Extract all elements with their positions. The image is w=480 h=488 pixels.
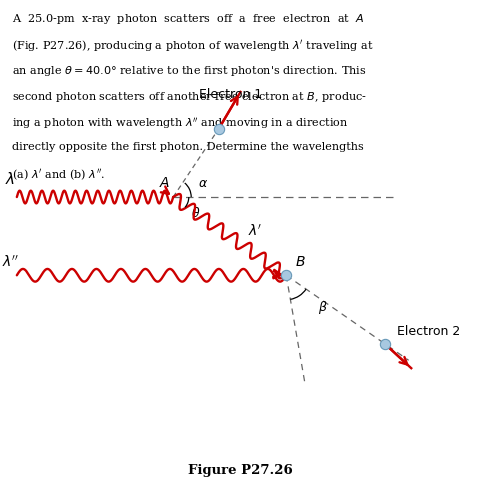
Text: second photon scatters off another free electron at $B$, produc-: second photon scatters off another free … — [12, 90, 366, 104]
Text: an angle $\theta = 40.0°$ relative to the first photon's direction. This: an angle $\theta = 40.0°$ relative to th… — [12, 64, 366, 78]
Text: A  25.0-pm  x-ray  photon  scatters  off  a  free  electron  at  $A$: A 25.0-pm x-ray photon scatters off a fr… — [12, 12, 364, 26]
Point — [215, 125, 222, 133]
Text: (Fig. P27.26), producing a photon of wavelength $\lambda'$ traveling at: (Fig. P27.26), producing a photon of wav… — [12, 38, 373, 53]
Text: $\lambda$: $\lambda$ — [5, 171, 15, 187]
Text: $\lambda'$: $\lambda'$ — [248, 223, 262, 238]
Text: $B$: $B$ — [294, 254, 305, 268]
Text: Figure P27.26: Figure P27.26 — [188, 463, 292, 476]
Text: directly opposite the first photon. Determine the wavelengths: directly opposite the first photon. Dete… — [12, 142, 363, 151]
Point — [380, 340, 388, 348]
Text: $\beta$: $\beta$ — [318, 299, 327, 316]
Text: $\alpha$: $\alpha$ — [198, 177, 208, 190]
Text: Electron 2: Electron 2 — [396, 325, 459, 337]
Text: $A$: $A$ — [158, 176, 169, 190]
Point — [282, 272, 289, 280]
Text: Electron 1: Electron 1 — [199, 88, 262, 101]
Text: $\theta$: $\theta$ — [191, 205, 201, 219]
Text: (a) $\lambda'$ and (b) $\lambda''$.: (a) $\lambda'$ and (b) $\lambda''$. — [12, 167, 105, 182]
Text: $\lambda''$: $\lambda''$ — [2, 255, 20, 270]
Text: ing a photon with wavelength $\lambda''$ and moving in a direction: ing a photon with wavelength $\lambda''$… — [12, 116, 348, 131]
